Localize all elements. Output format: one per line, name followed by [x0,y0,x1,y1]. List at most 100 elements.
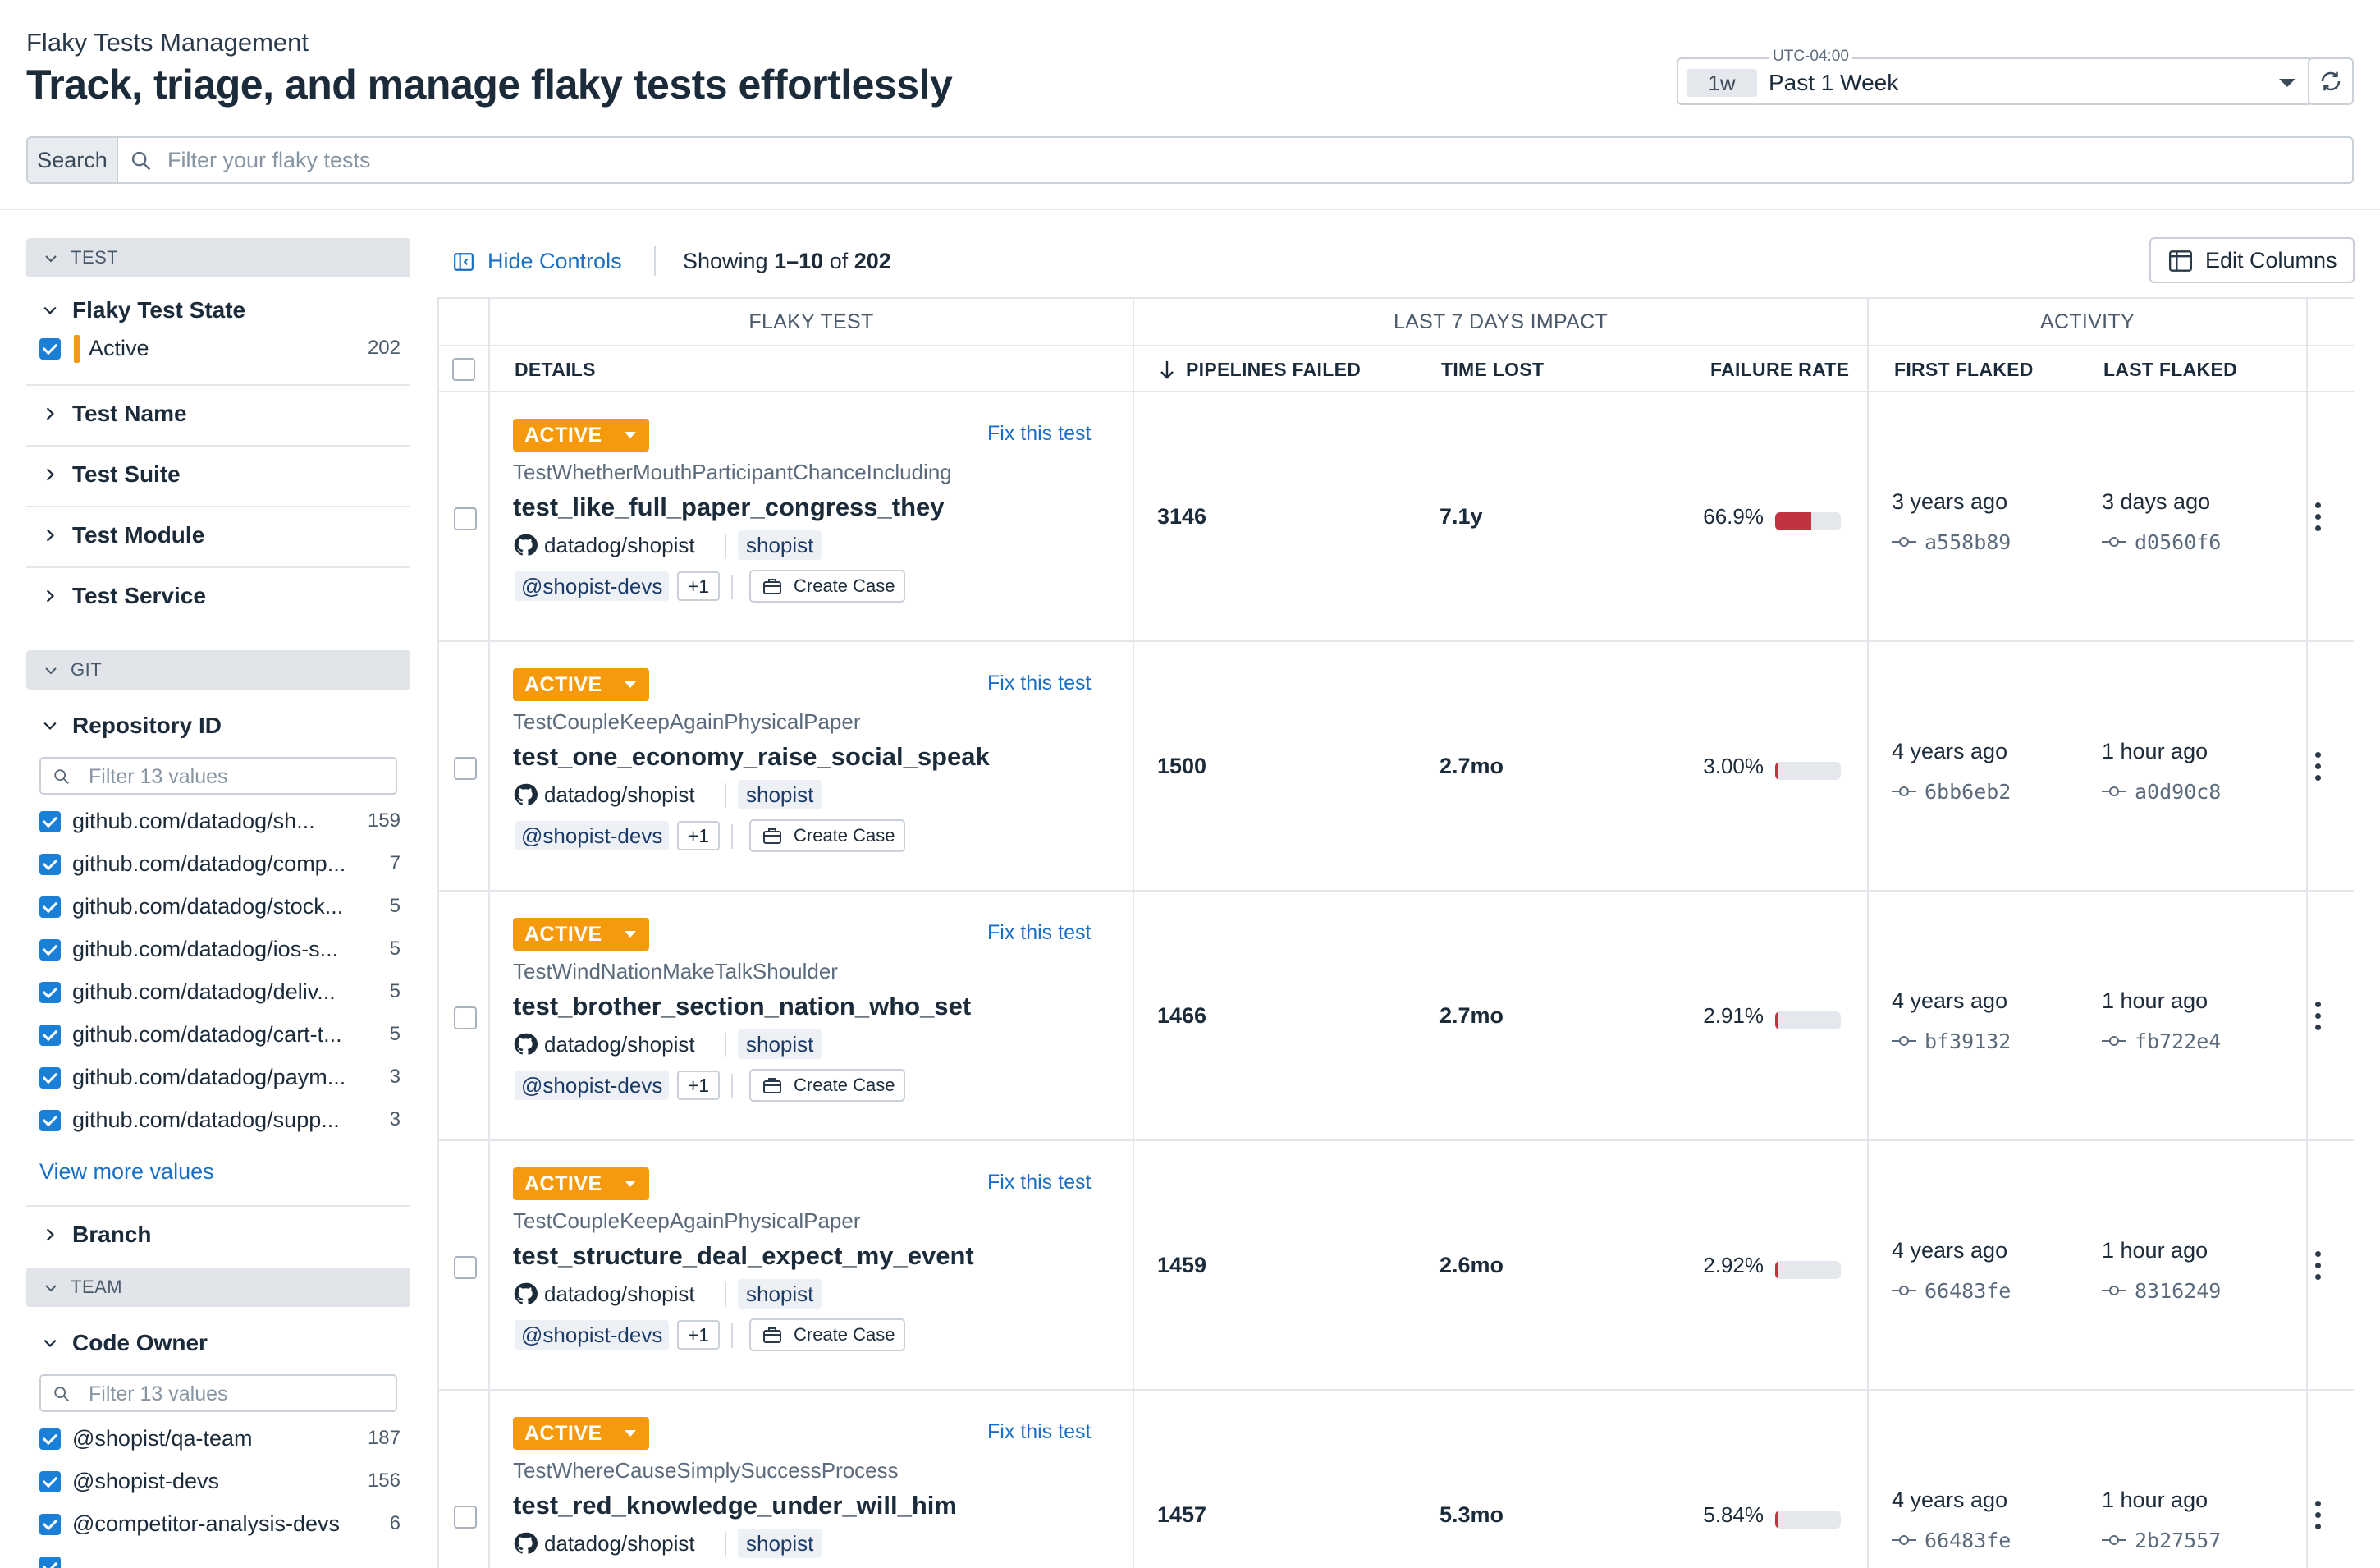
more-owners-badge[interactable]: +1 [677,1320,720,1350]
status-dropdown[interactable]: ACTIVE [513,918,649,951]
column-header-last-flaked[interactable]: LAST FLAKED [2103,359,2238,380]
facet-branch[interactable]: Branch [26,1218,410,1251]
repository-link[interactable]: datadog/shopist [513,780,695,809]
checkbox-repo[interactable]: github.com/datadog/stock... 5 [39,890,400,923]
table-row[interactable]: ACTIVE Fix this test TestWhetherMouthPar… [439,392,2354,642]
service-tag[interactable]: shopist [738,530,822,560]
repository-filter[interactable] [39,757,397,795]
code-owner-tag[interactable]: @shopist-devs [515,571,670,601]
section-header-test[interactable]: TEST [26,238,410,277]
repository-link[interactable]: datadog/shopist [513,1279,695,1309]
search-input[interactable] [167,144,2301,176]
status-dropdown[interactable]: ACTIVE [513,1167,649,1200]
facet-flaky-test-state[interactable]: Flaky Test State [26,294,410,327]
repository-link[interactable]: datadog/shopist [513,1529,695,1558]
checkbox-owner[interactable]: @shopist/qa-team 187 [39,1422,400,1455]
service-tag[interactable]: shopist [738,780,822,809]
first-flaked-commit[interactable]: bf39132 [1892,1029,2011,1053]
facet-test-module[interactable]: Test Module [26,519,410,552]
create-case-button[interactable]: Create Case [749,570,905,603]
search-bar[interactable]: Search [26,136,2354,184]
facet-test-name[interactable]: Test Name [26,397,410,430]
section-header-team[interactable]: TEAM [26,1268,410,1307]
first-flaked-commit[interactable]: 6bb6eb2 [1892,780,2011,804]
column-header-first-flaked[interactable]: FIRST FLAKED [1894,359,2034,380]
view-more-values-link[interactable]: View more values [39,1159,214,1184]
create-case-button[interactable]: Create Case [749,819,905,852]
table-row[interactable]: ACTIVE Fix this test TestWhereCauseSimpl… [439,1391,2354,1568]
table-row[interactable]: ACTIVE Fix this test TestCoupleKeepAgain… [439,642,2354,892]
repository-link[interactable]: datadog/shopist [513,530,695,560]
column-header-time-lost[interactable]: TIME LOST [1441,359,1545,380]
checkbox-repo[interactable]: github.com/datadog/comp... 7 [39,847,400,880]
column-header-failure-rate[interactable]: FAILURE RATE [1710,359,1850,380]
section-header-git[interactable]: GIT [26,650,410,690]
fix-test-link[interactable]: Fix this test [987,1420,1092,1443]
edit-columns-button[interactable]: Edit Columns [2149,237,2355,283]
hide-controls-button[interactable]: Hide Controls [453,245,622,277]
checkbox-repo[interactable]: github.com/datadog/cart-t... 5 [39,1018,400,1051]
test-name[interactable]: test_like_full_paper_congress_they [513,493,945,521]
checkbox-state-active[interactable]: Active 202 [39,332,400,364]
checkbox-repo[interactable]: github.com/datadog/supp... 3 [39,1103,400,1136]
status-dropdown[interactable]: ACTIVE [513,419,649,452]
test-name[interactable]: test_one_economy_raise_social_speak [513,742,990,771]
checkbox[interactable] [39,338,61,360]
first-flaked-commit[interactable]: a558b89 [1892,530,2011,554]
row-checkbox[interactable] [454,1006,477,1029]
first-flaked-commit[interactable]: 66483fe [1892,1529,2011,1552]
code-owner-filter-input[interactable] [89,1381,384,1407]
test-name[interactable]: test_structure_deal_expect_my_event [513,1241,974,1270]
checkbox[interactable] [39,1025,61,1046]
code-owner-tag[interactable]: @shopist-devs [515,1071,670,1100]
checkbox-repo[interactable]: github.com/datadog/ios-s... 5 [39,933,400,965]
table-row[interactable]: ACTIVE Fix this test TestWindNationMakeT… [439,892,2354,1141]
repository-link[interactable]: datadog/shopist [513,1029,695,1059]
facet-test-suite[interactable]: Test Suite [26,458,410,491]
row-checkbox[interactable] [454,1506,477,1529]
test-name[interactable]: test_red_knowledge_under_will_him [513,1491,957,1520]
more-owners-badge[interactable]: +1 [677,571,720,601]
checkbox-owner[interactable]: @shopist-devs 156 [39,1465,400,1497]
checkbox-owner[interactable] [39,1550,400,1568]
code-owner-tag[interactable]: @shopist-devs [515,1320,670,1350]
status-dropdown[interactable]: ACTIVE [513,1417,649,1450]
last-flaked-commit[interactable]: 2b27557 [2102,1529,2221,1552]
checkbox-repo[interactable]: github.com/datadog/sh... 159 [39,805,400,837]
status-dropdown[interactable]: ACTIVE [513,668,649,701]
repository-filter-input[interactable] [89,763,384,790]
checkbox[interactable] [39,1471,61,1492]
row-actions-menu-icon[interactable] [2314,752,2322,782]
checkbox[interactable] [39,982,61,1003]
service-tag[interactable]: shopist [738,1029,822,1059]
more-owners-badge[interactable]: +1 [677,821,720,850]
refresh-button[interactable] [2308,57,2354,105]
table-row[interactable]: ACTIVE Fix this test TestCoupleKeepAgain… [439,1141,2354,1391]
fix-test-link[interactable]: Fix this test [987,672,1092,695]
row-actions-menu-icon[interactable] [2314,1251,2322,1281]
row-checkbox[interactable] [454,757,477,780]
fix-test-link[interactable]: Fix this test [987,921,1092,944]
row-checkbox[interactable] [454,1256,477,1279]
checkbox[interactable] [39,1110,61,1131]
checkbox-owner[interactable]: @competitor-analysis-devs 6 [39,1507,400,1540]
checkbox[interactable] [39,1428,61,1450]
test-name[interactable]: test_brother_section_nation_who_set [513,992,972,1020]
facet-code-owner[interactable]: Code Owner [26,1327,410,1359]
time-range-picker[interactable]: 1w Past 1 Week [1677,57,2314,105]
column-header-details[interactable]: DETAILS [515,359,596,380]
checkbox[interactable] [39,1514,61,1535]
more-owners-badge[interactable]: +1 [677,1071,720,1100]
last-flaked-commit[interactable]: a0d90c8 [2102,780,2221,804]
service-tag[interactable]: shopist [738,1529,822,1558]
row-checkbox[interactable] [454,507,477,530]
checkbox-repo[interactable]: github.com/datadog/paym... 3 [39,1061,400,1093]
last-flaked-commit[interactable]: 8316249 [2102,1279,2221,1303]
code-owner-tag[interactable]: @shopist-devs [515,821,670,850]
last-flaked-commit[interactable]: d0560f6 [2102,530,2221,554]
create-case-button[interactable]: Create Case [749,1069,905,1102]
facet-test-service[interactable]: Test Service [26,580,410,612]
checkbox[interactable] [39,939,61,961]
checkbox[interactable] [39,1557,61,1568]
checkbox[interactable] [39,811,61,832]
